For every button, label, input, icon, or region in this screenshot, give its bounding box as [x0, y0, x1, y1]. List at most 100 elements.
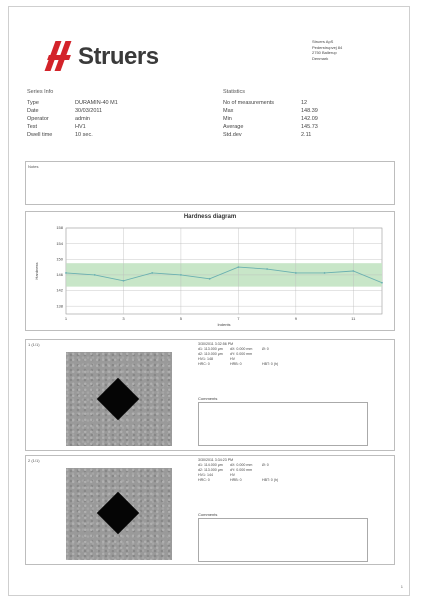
- data-point: [151, 272, 154, 274]
- comments-box: [198, 518, 368, 562]
- series-info-key: Type: [27, 100, 39, 106]
- x-tick-label: 1: [65, 316, 68, 321]
- measurement-cell: Ø: 0: [262, 347, 269, 351]
- statistics-row: Max 148.39: [223, 107, 318, 115]
- data-point: [65, 272, 67, 274]
- data-point: [381, 281, 383, 284]
- measurement-cell: d1: 113.000 μm: [198, 347, 223, 351]
- measurement-row: HV1: 144 HV: [198, 473, 294, 478]
- series-info-value: DURAMIN-40 M1: [75, 100, 118, 106]
- data-point: [93, 274, 96, 276]
- x-tick-label: 11: [351, 316, 356, 321]
- data-point: [323, 272, 326, 274]
- result-panel-1: 1 (1/1) 3/30/2011 3:32:56 PM d1: 113.000…: [25, 339, 395, 451]
- statistics-value: 148.39: [301, 108, 318, 114]
- series-info-value: 30/03/2011: [75, 108, 103, 114]
- series-info-title: Series Info: [27, 89, 54, 95]
- statistics-value: 12: [301, 100, 308, 106]
- y-tick-label: 158: [56, 225, 63, 230]
- measurement-cell: dX: 0.000 mm: [230, 347, 253, 351]
- address-line: Struers ApS: [312, 39, 334, 44]
- measurement-cell: HRC: 0: [198, 362, 210, 366]
- brand-name: Struers: [78, 43, 159, 70]
- measurement-cell: d1: 114.000 μm: [198, 463, 223, 467]
- measurement-cell: dY: 0.000 mm: [230, 352, 253, 356]
- series-info-key: Test: [27, 124, 38, 130]
- series-info-table: Type DURAMIN-40 M1 Date 30/03/2011 Operato…: [27, 99, 118, 139]
- chart-title: Hardness diagram: [183, 214, 237, 220]
- result-label: 2 (1/1): [28, 458, 40, 463]
- measurement-row: d2: 113.000 μm dY: 0.000 mm: [198, 468, 294, 473]
- series-info-row: Operator admin: [27, 115, 118, 123]
- hardness-chart-panel: Hardness diagram 138 142 146 150 154 158 1 3 5 7 9…: [25, 211, 395, 331]
- measurement-timestamp: 3/30/2011 3:32:56 PM: [198, 342, 234, 346]
- result-panel-2: 2 (1/1) 3/30/2011 3:34:23 PM d1: 114.000…: [25, 455, 395, 565]
- y-tick-label: 142: [56, 288, 63, 293]
- statistics-key: Max: [223, 108, 234, 114]
- page-number: 1: [400, 584, 403, 589]
- struers-logo-icon: [44, 41, 72, 71]
- statistics-key: Average: [223, 124, 244, 130]
- series-info-row: Dwell time 10 sec.: [27, 131, 118, 139]
- x-axis-label: Indents: [217, 322, 230, 327]
- series-info-key: Dwell time: [27, 132, 53, 138]
- comments-label: Comments: [198, 512, 218, 517]
- series-info-value: 10 sec.: [75, 132, 93, 138]
- notes-label: Notes: [28, 164, 39, 169]
- series-info-value: HV1: [75, 124, 86, 130]
- address-line: 2750 Ballerup: [312, 50, 337, 55]
- measurement-block: 3/30/2011 3:34:23 PM d1: 114.000 μm dX: 0…: [198, 458, 294, 483]
- address-line: Pederstrupvej 84: [312, 44, 343, 50]
- series-info-row: Date 30/03/2011: [27, 107, 118, 115]
- y-tick-label: 150: [56, 256, 63, 261]
- measurement-cell: HRB: 0: [230, 478, 242, 482]
- measurement-cell: HV: [230, 473, 235, 477]
- x-tick-label: 5: [180, 316, 183, 321]
- series-info-row: Test HV1: [27, 123, 118, 131]
- statistics-row: Std.dev 2.11: [223, 131, 318, 139]
- measurement-cell: d2: 113.000 μm: [198, 468, 223, 472]
- data-point: [180, 274, 182, 276]
- measurement-cell: HBT: 0 (h): [262, 478, 279, 482]
- statistics-value: 2.11: [301, 132, 312, 138]
- report-page: Struers Struers ApS Pederstrupvej 84 275…: [8, 6, 410, 596]
- x-tick-label: 3: [122, 316, 125, 321]
- comments-box: [198, 402, 368, 446]
- measurement-cell: HV1: 144: [198, 473, 213, 477]
- statistics-value: 145.73: [301, 124, 318, 130]
- measurement-row: HV1: 148 HV: [198, 357, 294, 362]
- data-point: [294, 272, 297, 274]
- company-address: Struers ApS Pederstrupvej 84 2750 Baller…: [312, 39, 342, 61]
- hardness-chart: 138 142 146 150 154 158 1 3 5 7 9 11 Indents Hardness: [34, 225, 383, 327]
- data-point: [122, 279, 125, 282]
- result-label: 1 (1/1): [28, 342, 40, 347]
- measurement-cell: HRC: 0: [198, 478, 210, 482]
- y-axis-label: Hardness: [34, 262, 39, 279]
- statistics-row: Average 145.73: [223, 123, 318, 131]
- y-tick-label: 154: [56, 241, 63, 246]
- hardness-series-line: [65, 266, 383, 284]
- data-point: [208, 277, 211, 280]
- series-info-row: Type DURAMIN-40 M1: [27, 99, 118, 107]
- measurement-cell: HV: [230, 357, 235, 361]
- struers-logo: Struers: [44, 41, 159, 71]
- statistics-row: No of measurements 12: [223, 99, 318, 107]
- statistics-value: 142.09: [301, 116, 318, 122]
- measurement-row: HRC: 0 HRB: 0 HBT: 0 (h): [198, 478, 294, 483]
- measurement-cell: Ø: 0: [262, 463, 269, 467]
- comments-label: Comments: [198, 396, 218, 401]
- measurement-cell: dX: 0.000 mm: [230, 463, 253, 467]
- data-point: [237, 266, 240, 268]
- statistics-title: Statistics: [223, 89, 246, 95]
- measurement-row: HRC: 0 HRB: 0 HBT: 0 (h): [198, 362, 294, 367]
- x-tick-label: 9: [295, 316, 298, 321]
- series-info-value: admin: [75, 116, 90, 122]
- series-info-key: Date: [27, 108, 39, 114]
- statistics-key: Std.dev: [223, 132, 242, 138]
- measurement-cell: dY: 0.000 mm: [230, 468, 253, 472]
- measurement-row: d2: 110.000 μm dY: 0.000 mm: [198, 352, 294, 357]
- measurement-block: 3/30/2011 3:32:56 PM d1: 113.000 μm dX: 0…: [198, 342, 294, 367]
- y-tick-label: 138: [56, 303, 63, 308]
- measurement-row: d1: 113.000 μm dX: 0.000 mm Ø: 0: [198, 347, 294, 352]
- notes-box: Notes: [25, 161, 395, 205]
